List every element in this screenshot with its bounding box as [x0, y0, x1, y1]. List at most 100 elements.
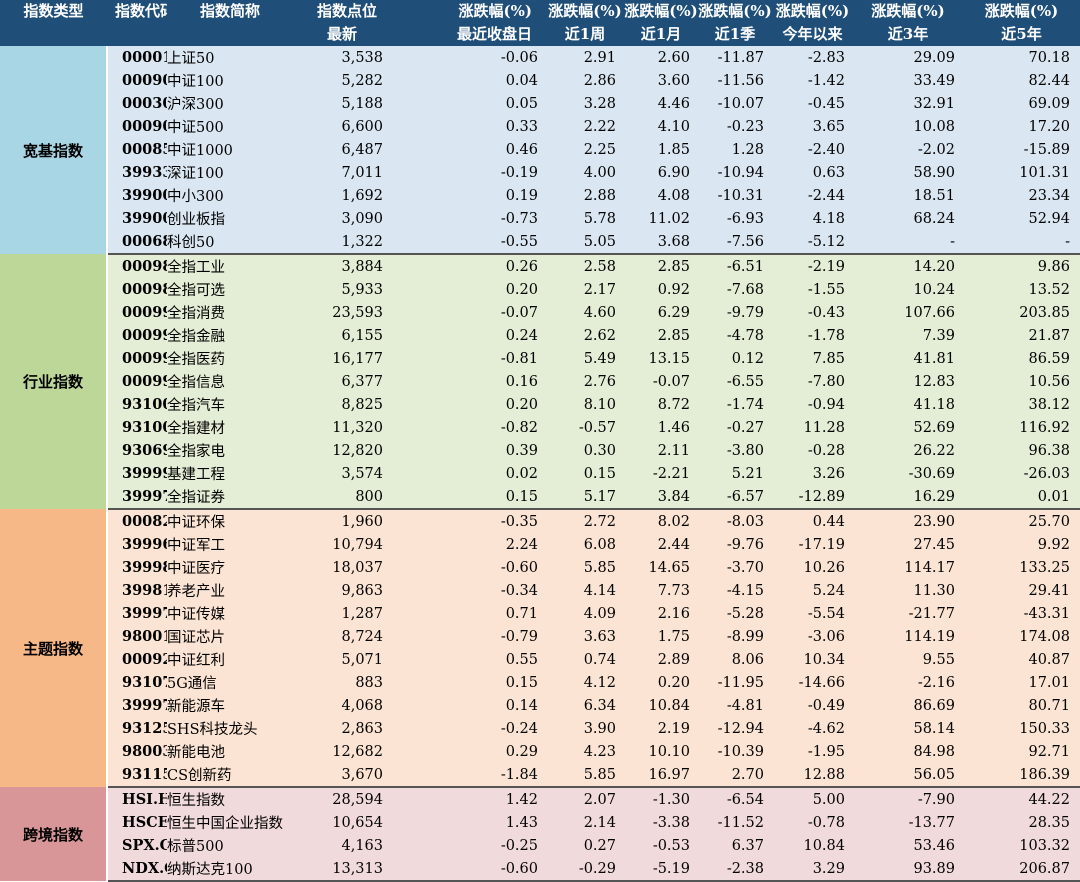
cell-change-ytd: -1.55: [772, 278, 853, 301]
cell-code: 399975: [107, 485, 167, 510]
table-row: 399812养老产业9,863-0.344.147.73-4.155.2411.…: [0, 579, 1080, 602]
cell-change-week: 2.91: [546, 46, 624, 69]
group-label: 行业指数: [0, 254, 108, 509]
cell-change-week: 6.34: [546, 694, 624, 717]
col-subheader-change-month: 近1月: [624, 22, 698, 46]
cell-change-3y: 10.08: [853, 115, 963, 138]
cell-change-ytd: -2.44: [772, 184, 853, 207]
cell-points: 6,600: [293, 115, 391, 138]
cell-change-5y: 38.12: [963, 393, 1080, 416]
cell-change-day: 0.19: [391, 184, 546, 207]
cell-change-3y: 41.81: [853, 347, 963, 370]
col-header-change-month: 涨跌幅(%): [624, 0, 698, 22]
cell-change-quarter: 5.21: [698, 462, 772, 485]
cell-change-3y: 41.18: [853, 393, 963, 416]
cell-code: 000905: [107, 115, 167, 138]
cell-change-quarter: -10.31: [698, 184, 772, 207]
cell-name: 全指医药: [167, 347, 293, 370]
cell-code: 000989: [107, 278, 167, 301]
cell-points: 9,863: [293, 579, 391, 602]
cell-name: 全指汽车: [167, 393, 293, 416]
col-subheader-change-3y: 近3年: [853, 22, 963, 46]
cell-change-quarter: -11.56: [698, 69, 772, 92]
table-row: 399006创业板指3,090-0.735.7811.02-6.934.1868…: [0, 207, 1080, 230]
cell-change-5y: 116.92: [963, 416, 1080, 439]
cell-change-day: 0.20: [391, 393, 546, 416]
cell-change-day: 0.16: [391, 370, 546, 393]
col-header-change-ytd: 涨跌幅(%): [772, 0, 853, 22]
cell-name: 全指工业: [167, 254, 293, 278]
cell-name: 中证传媒: [167, 602, 293, 625]
cell-change-week: 0.15: [546, 462, 624, 485]
cell-change-5y: 206.87: [963, 857, 1080, 882]
table-row: NDX.GI纳斯达克10013,313-0.60-0.29-5.19-2.383…: [0, 857, 1080, 882]
cell-change-week: 2.07: [546, 787, 624, 811]
cell-change-quarter: -4.81: [698, 694, 772, 717]
cell-points: 10,654: [293, 811, 391, 834]
cell-change-day: 0.29: [391, 740, 546, 763]
cell-change-month: 14.65: [624, 556, 698, 579]
cell-change-5y: 96.38: [963, 439, 1080, 462]
cell-change-3y: 84.98: [853, 740, 963, 763]
cell-change-3y: 12.83: [853, 370, 963, 393]
cell-change-3y: 7.39: [853, 324, 963, 347]
cell-change-3y: 56.05: [853, 763, 963, 788]
cell-change-day: 2.24: [391, 533, 546, 556]
cell-change-quarter: -7.68: [698, 278, 772, 301]
col-header-points: 指数点位: [293, 0, 391, 22]
table-row: 000905中证5006,6000.332.224.10-0.233.6510.…: [0, 115, 1080, 138]
cell-change-day: -0.07: [391, 301, 546, 324]
table-row: 主题指数000827中证环保1,960-0.352.728.02-8.030.4…: [0, 509, 1080, 787]
cell-name: 全指建材: [167, 416, 293, 439]
cell-name: 中证医疗: [167, 556, 293, 579]
cell-change-3y: 16.29: [853, 485, 963, 510]
cell-change-quarter: -6.54: [698, 787, 772, 811]
cell-name: CS创新药: [167, 763, 293, 788]
table-row: 宽基指数000016上证503,538-0.062.912.60-11.87-2…: [0, 46, 1080, 254]
cell-change-ytd: -0.43: [772, 301, 853, 324]
cell-change-3y: 33.49: [853, 69, 963, 92]
cell-name: 深证100: [167, 161, 293, 184]
cell-change-quarter: -6.57: [698, 485, 772, 510]
col-subheader-points: 最新: [293, 22, 391, 46]
cell-points: 4,068: [293, 694, 391, 717]
cell-change-quarter: -5.28: [698, 602, 772, 625]
cell-change-5y: 174.08: [963, 625, 1080, 648]
cell-points: 3,574: [293, 462, 391, 485]
cell-change-quarter: -11.95: [698, 671, 772, 694]
cell-change-ytd: 11.28: [772, 416, 853, 439]
cell-change-5y: 103.32: [963, 834, 1080, 857]
cell-name: 新能电池: [167, 740, 293, 763]
cell-change-5y: 13.52: [963, 278, 1080, 301]
cell-change-quarter: -10.39: [698, 740, 772, 763]
cell-points: 5,933: [293, 278, 391, 301]
cell-change-day: 1.42: [391, 787, 546, 811]
table-row: 399976新能源车4,0680.146.3410.84-4.81-0.4986…: [0, 694, 1080, 717]
col-header-change-day: 涨跌幅(%): [391, 0, 546, 22]
table-row: 931009全指建材11,320-0.82-0.571.46-0.2711.28…: [0, 416, 1080, 439]
cell-change-5y: -15.89: [963, 138, 1080, 161]
table-row: 000990全指消费23,593-0.074.606.29-9.79-0.431…: [0, 301, 1080, 324]
cell-code: 930697: [107, 439, 167, 462]
cell-code: HSCEI.: [107, 811, 167, 834]
cell-points: 6,155: [293, 324, 391, 347]
cell-change-ytd: -0.94: [772, 393, 853, 416]
cell-code: 399989: [107, 556, 167, 579]
col-subheader-change-ytd: 今年以来: [772, 22, 853, 46]
cell-change-week: 4.60: [546, 301, 624, 324]
cell-change-day: 0.33: [391, 115, 546, 138]
cell-change-5y: 92.71: [963, 740, 1080, 763]
cell-change-3y: 18.51: [853, 184, 963, 207]
cell-change-month: 1.75: [624, 625, 698, 648]
cell-code: 000990: [107, 301, 167, 324]
cell-change-week: 3.28: [546, 92, 624, 115]
cell-change-5y: 9.86: [963, 254, 1080, 278]
cell-change-week: 2.22: [546, 115, 624, 138]
cell-change-month: 10.84: [624, 694, 698, 717]
cell-change-5y: 17.20: [963, 115, 1080, 138]
cell-change-month: 0.92: [624, 278, 698, 301]
col-header-change-quarter: 涨跌幅(%): [698, 0, 772, 22]
cell-change-5y: 17.01: [963, 671, 1080, 694]
cell-change-week: 4.23: [546, 740, 624, 763]
cell-change-month: 6.29: [624, 301, 698, 324]
